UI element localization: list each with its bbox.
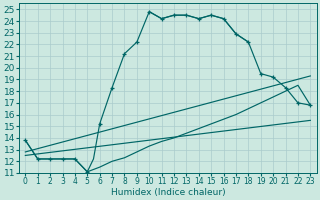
X-axis label: Humidex (Indice chaleur): Humidex (Indice chaleur)	[110, 188, 225, 197]
